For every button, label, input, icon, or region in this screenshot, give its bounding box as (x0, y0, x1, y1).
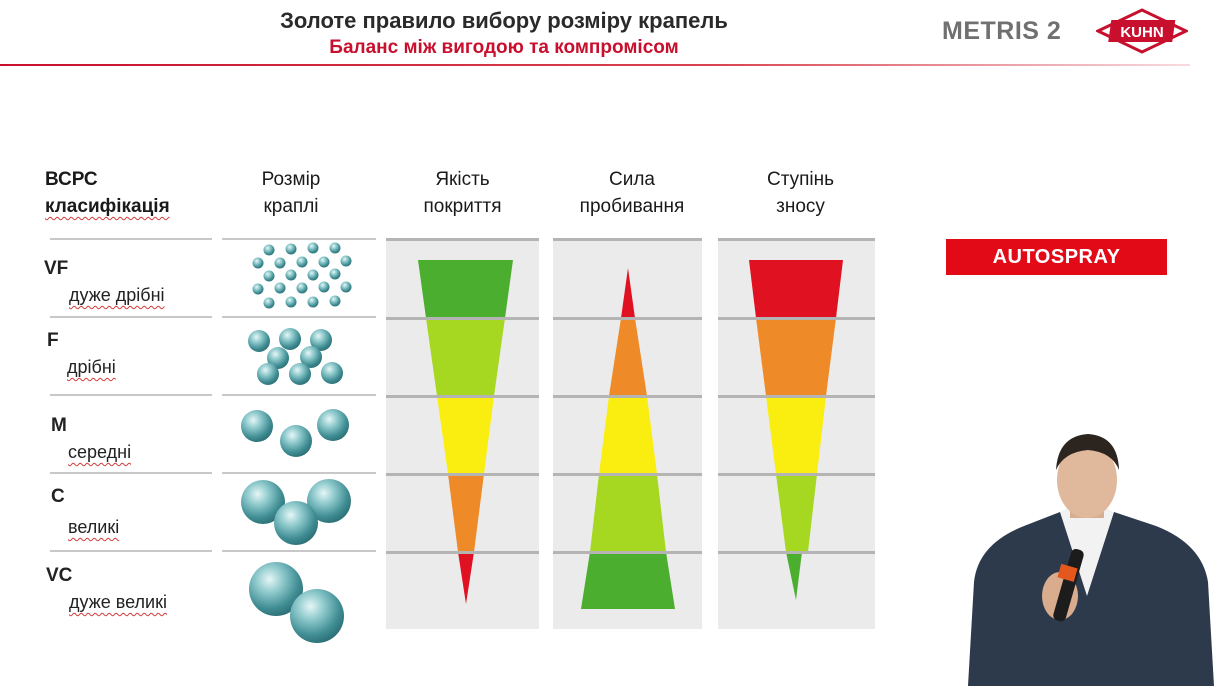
slide-title: Золоте правило вибору розміру крапель (280, 8, 728, 33)
header-classification: ВСРС класифікація (45, 166, 170, 220)
header-penetration-line1: Сила (609, 169, 655, 190)
kuhn-logo: KUHN (1096, 8, 1188, 54)
autospray-badge: AUTOSPRAY (946, 239, 1167, 275)
header-classification-line1: ВСРС (45, 169, 98, 190)
droplets-fine (248, 328, 343, 385)
panel-divider (553, 473, 702, 476)
row-divider (222, 238, 376, 240)
presenter-video (968, 434, 1214, 686)
panel-divider (718, 317, 875, 320)
row-divider (50, 472, 212, 474)
header-size: Розмір краплі (222, 166, 360, 220)
penetration-band-m (599, 396, 657, 474)
row-divider (222, 394, 376, 396)
logo-text: KUHN (1120, 24, 1163, 41)
panel-penetration (553, 238, 702, 629)
presenter-jacket (968, 512, 1214, 686)
header-coverage-line2: покриття (423, 196, 502, 217)
drift-funnel (749, 260, 843, 600)
coverage-band-vf (418, 260, 513, 318)
panel-coverage (386, 238, 539, 629)
row-divider (50, 394, 212, 396)
panel-divider (718, 551, 875, 554)
drift-band-vc (786, 552, 802, 600)
coverage-band-m (437, 396, 494, 474)
penetration-band-c (590, 474, 666, 552)
row-divider (222, 316, 376, 318)
class-code-m: M (51, 415, 67, 436)
class-name-c: великі (68, 517, 120, 537)
header-coverage: Якість покриття (386, 166, 539, 220)
header-coverage-line1: Якість (435, 169, 490, 190)
droplets-very-coarse (249, 562, 344, 643)
panel-divider (718, 473, 875, 476)
panel-divider (718, 238, 875, 241)
panel-divider (553, 238, 702, 241)
class-name-vc: дуже великі (69, 592, 167, 612)
header-size-line2: краплі (263, 196, 319, 217)
row-divider (222, 550, 376, 552)
row-divider (50, 550, 212, 552)
presenter-hair (1056, 434, 1119, 470)
panel-divider (386, 473, 539, 476)
panel-divider (553, 317, 702, 320)
class-name-f: дрібні (67, 357, 116, 377)
class-name-m: середні (68, 442, 132, 462)
row-divider (50, 238, 212, 240)
drift-band-vf (749, 260, 843, 318)
panel-drift (718, 238, 875, 629)
coverage-funnel (418, 260, 513, 604)
panel-divider (553, 551, 702, 554)
droplets-coarse (241, 479, 351, 545)
class-code-vf: VF (44, 258, 69, 279)
class-code-vc: VC (46, 565, 73, 586)
panel-divider (386, 317, 539, 320)
coverage-band-c (448, 474, 484, 552)
class-code-f: F (47, 330, 59, 351)
row-divider (222, 472, 376, 474)
panel-divider (553, 395, 702, 398)
class-code-c: C (51, 486, 65, 507)
drift-band-c (776, 474, 817, 552)
penetration-band-vf (621, 268, 635, 318)
drift-band-f (756, 318, 836, 396)
droplets-medium (241, 409, 349, 457)
panel-divider (718, 395, 875, 398)
header-classification-line2: класифікація (45, 196, 170, 217)
row-divider (50, 316, 212, 318)
header-drift-line1: Ступінь (766, 169, 835, 190)
panel-divider (386, 395, 539, 398)
drift-band-m (766, 396, 826, 474)
penetration-band-f (609, 318, 647, 396)
coverage-band-vc (458, 552, 474, 604)
coverage-band-f (426, 318, 505, 396)
droplet-illustrations (241, 242, 352, 643)
header-penetration-line2: пробивання (579, 196, 685, 217)
penetration-pyramid (581, 268, 675, 609)
droplets-very-fine (252, 242, 352, 309)
class-name-vf: дуже дрібні (69, 285, 165, 305)
header-drift: Ступінь зносу (718, 166, 883, 220)
presenter-shirt (1060, 506, 1114, 596)
header-drift-line2: зносу (776, 196, 825, 217)
microphone-icon (1053, 548, 1084, 622)
panel-divider (386, 551, 539, 554)
header-penetration: Сила пробивання (553, 166, 711, 220)
slide-subtitle: Баланс між вигодою та компромісом (329, 37, 679, 58)
header-divider (0, 64, 1190, 66)
header-size-line1: Розмір (261, 169, 321, 190)
panel-divider (386, 238, 539, 241)
product-name: METRIS 2 (942, 17, 1062, 45)
penetration-band-vc (581, 552, 675, 609)
presenter-face (1057, 442, 1117, 518)
